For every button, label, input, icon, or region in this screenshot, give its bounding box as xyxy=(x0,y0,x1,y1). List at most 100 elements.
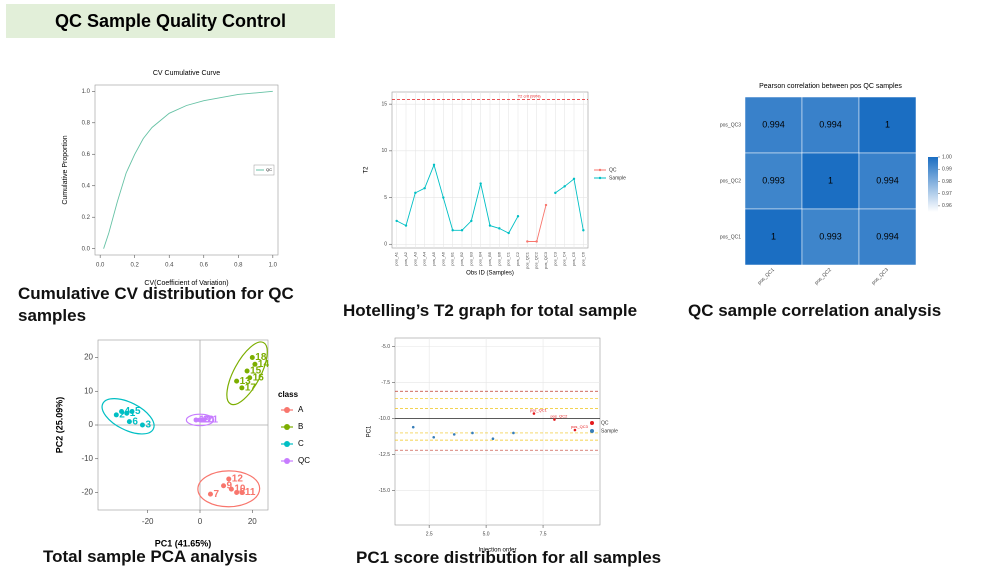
point xyxy=(124,410,130,416)
point xyxy=(197,417,203,423)
x-tick-label: 0.8 xyxy=(234,263,243,269)
y-tick-label: -20 xyxy=(81,488,93,497)
legend-label: C xyxy=(298,439,304,448)
cell-label: 0.994 xyxy=(762,119,785,129)
legend-swatch xyxy=(598,176,602,180)
point xyxy=(126,419,132,425)
x-tick-label: 1.0 xyxy=(269,263,278,269)
point xyxy=(432,435,436,439)
point xyxy=(119,409,125,415)
point-label: pos_QC1 xyxy=(530,408,548,413)
legend-label: QC xyxy=(609,167,617,173)
point-label: 17 xyxy=(245,383,257,394)
point xyxy=(193,417,199,423)
y-axis-label: PC2 (25.09%) xyxy=(54,397,64,454)
x-tick-label: 0.2 xyxy=(131,263,140,269)
y-tick-label: 0.4 xyxy=(82,183,91,189)
point xyxy=(535,240,538,243)
point xyxy=(249,355,255,361)
x-tick-label: pos_C2 xyxy=(515,251,520,266)
point-label: 6 xyxy=(132,416,138,427)
plot-area xyxy=(94,84,279,256)
y-tick-label: 10 xyxy=(381,148,387,154)
y-tick-label: -15.0 xyxy=(379,488,391,494)
heatmap-cell xyxy=(744,96,803,154)
point xyxy=(452,433,456,436)
point xyxy=(404,224,408,227)
y-tick-label: 0.2 xyxy=(82,215,91,221)
point xyxy=(226,476,232,482)
x-tick-label: pos_A1 xyxy=(394,251,399,265)
point xyxy=(471,431,474,435)
point xyxy=(247,375,253,381)
point xyxy=(234,378,240,384)
y-tick-label: 1.0 xyxy=(82,89,91,95)
y-tick-label: pos_QC1 xyxy=(720,234,741,240)
point xyxy=(507,231,510,235)
legend-label: Sample xyxy=(609,175,626,181)
caption: Total sample PCA analysis xyxy=(43,547,258,566)
point xyxy=(234,489,240,495)
plot-area xyxy=(394,337,601,526)
critical-label: T2 crit (99%) xyxy=(518,94,542,99)
point xyxy=(532,412,536,415)
x-tick-label: pos_A5 xyxy=(431,251,436,265)
cell-label: 0.993 xyxy=(819,231,842,241)
x-tick-label: pos_QC1 xyxy=(757,267,776,286)
point xyxy=(442,196,445,199)
colorbar-label: 0.97 xyxy=(942,191,952,197)
x-tick-label: pos_B5 xyxy=(487,251,492,265)
legend-swatch xyxy=(590,429,594,433)
x-tick-label: pos_C6 xyxy=(580,251,585,266)
line xyxy=(103,90,273,249)
x-axis-label: Injection order xyxy=(478,548,516,554)
y-tick-label: -7.5 xyxy=(381,380,390,386)
x-tick-label: 7.5 xyxy=(540,531,547,537)
line xyxy=(396,163,584,234)
x-tick-label: pos_C5 xyxy=(571,251,576,266)
heatmap-cell xyxy=(858,208,917,266)
point xyxy=(460,229,464,232)
y-tick-label: 0 xyxy=(89,420,94,429)
y-tick-label: 0.6 xyxy=(82,152,91,158)
colorbar-label: 0.99 xyxy=(942,167,952,173)
point xyxy=(239,489,245,495)
point xyxy=(488,224,492,227)
cell-label: 0.994 xyxy=(876,231,899,241)
legend-swatch xyxy=(284,407,290,413)
x-tick-label: pos_QC3 xyxy=(871,267,890,286)
colorbar xyxy=(928,157,938,212)
heatmap-cell xyxy=(744,152,803,210)
x-tick-label: pos_B2 xyxy=(459,251,464,265)
legend-swatch xyxy=(284,424,290,430)
heatmap-cell xyxy=(744,208,803,266)
point-label: 18 xyxy=(255,352,267,363)
point xyxy=(423,187,426,190)
point-label: 9 xyxy=(227,480,233,491)
point-label: 11 xyxy=(245,487,256,498)
point-label: 15 xyxy=(250,366,262,377)
y-tick-label: -10 xyxy=(81,454,93,463)
point xyxy=(544,203,548,207)
x-tick-label: pos_B3 xyxy=(468,251,473,265)
x-tick-label: pos_A2 xyxy=(403,251,408,265)
x-tick-label: pos_QC2 xyxy=(534,251,539,269)
y-tick-label: -5.0 xyxy=(381,344,390,350)
cell-label: 1 xyxy=(885,119,890,129)
x-tick-label: pos_B4 xyxy=(478,251,483,265)
point xyxy=(207,491,213,497)
point xyxy=(414,191,417,195)
legend-swatch xyxy=(598,168,602,172)
legend-swatch xyxy=(284,458,290,464)
x-tick-label: pos_A4 xyxy=(422,251,427,265)
point-label: 2 xyxy=(119,410,125,421)
point xyxy=(554,191,557,195)
point-label: 10 xyxy=(234,484,246,495)
heatmap-cell xyxy=(801,152,860,210)
heatmap-cell xyxy=(801,208,860,266)
point xyxy=(221,483,227,489)
y-tick-label: -12.5 xyxy=(379,452,391,458)
colorbar-label: 1.00 xyxy=(942,154,952,160)
point xyxy=(113,412,119,418)
